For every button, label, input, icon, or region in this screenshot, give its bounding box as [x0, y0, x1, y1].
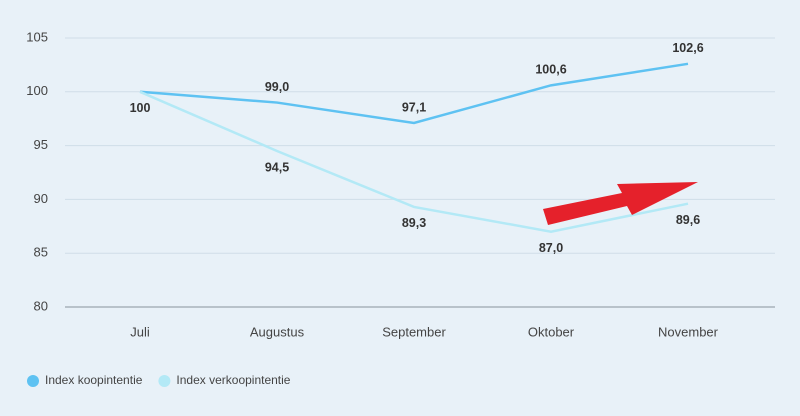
x-tick-label: Augustus [250, 324, 305, 339]
data-label: 89,6 [676, 213, 700, 227]
legend-marker [158, 375, 171, 387]
x-tick-label: November [658, 324, 719, 339]
data-label: 102,6 [672, 41, 703, 55]
legend-label: Index verkoopintentie [176, 373, 290, 387]
data-label: 99,0 [265, 80, 289, 94]
legend-label: Index koopintentie [45, 373, 143, 387]
x-tick-label: Juli [130, 324, 150, 339]
data-label: 100 [130, 101, 151, 115]
plot: 80 85 90 95 100 105 Juli Augustus September Oktob… [26, 29, 775, 387]
data-label: 97,1 [402, 100, 426, 114]
x-tick-label: Oktober [528, 324, 575, 339]
y-tick-label: 85 [34, 245, 48, 260]
data-label: 100,6 [535, 63, 566, 77]
x-tick-label: September [382, 324, 446, 339]
y-tick-label: 80 [34, 298, 48, 313]
annotation-arrow [543, 182, 698, 225]
y-tick-label: 100 [26, 83, 48, 98]
legend-marker [27, 375, 39, 387]
series-line [139, 62, 689, 125]
y-tick-label: 90 [34, 191, 48, 206]
data-label: 89,3 [402, 216, 426, 230]
data-label: 94,5 [265, 160, 289, 174]
series-line [139, 90, 689, 233]
y-tick-label: 95 [34, 137, 48, 152]
y-tick-label: 105 [26, 29, 48, 44]
data-label: 87,0 [539, 241, 563, 255]
